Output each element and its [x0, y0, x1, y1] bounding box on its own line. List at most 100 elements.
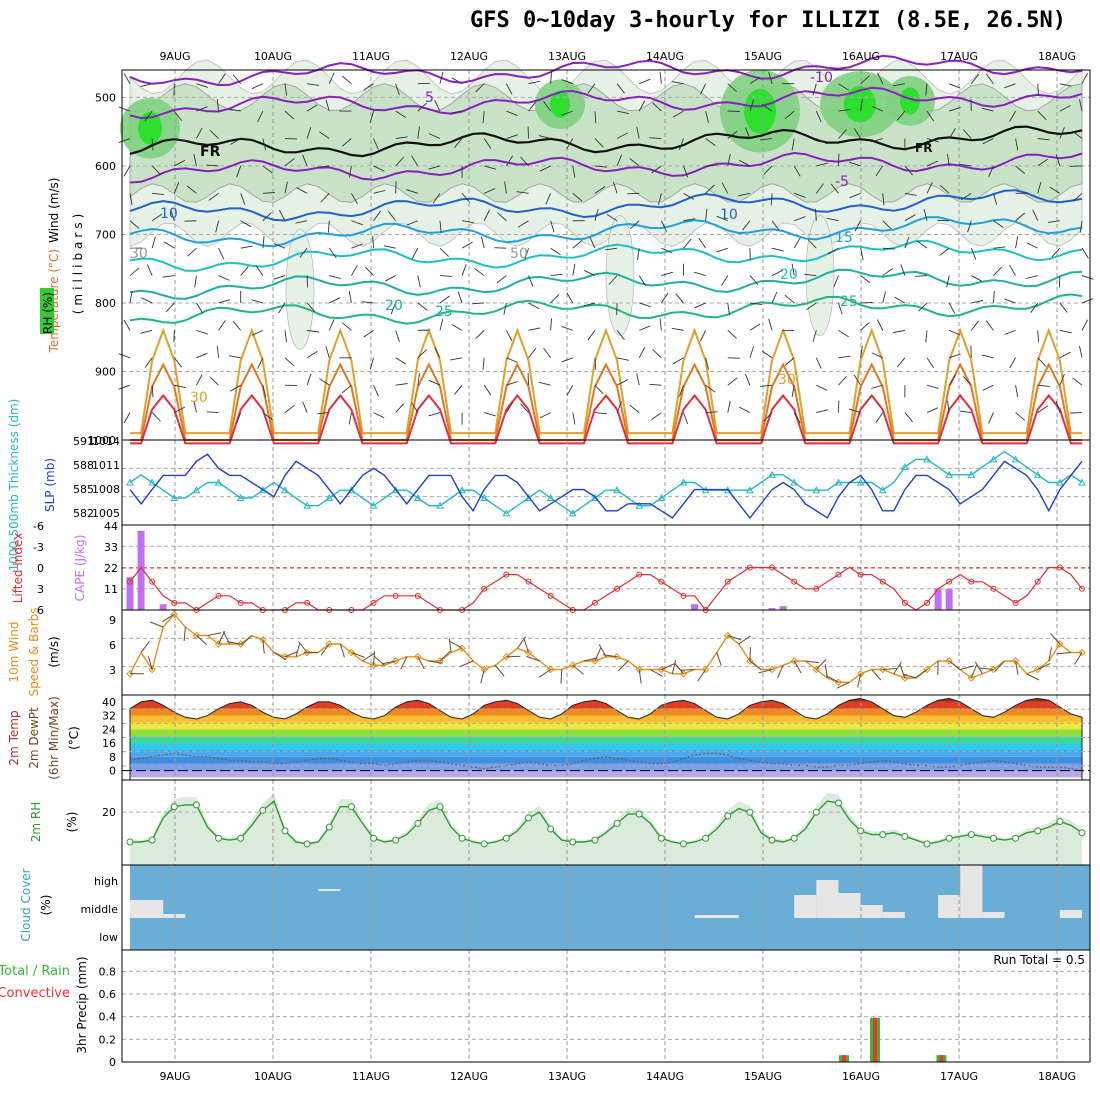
wind-barb	[967, 220, 972, 233]
wind-barb	[528, 101, 537, 112]
wind-barb	[749, 99, 755, 112]
wind-barb	[1081, 275, 1094, 280]
y-tick-label: 600	[95, 160, 116, 173]
cloud-ylabel-group: Cloud Cover	[19, 868, 33, 941]
y-tick-label: 800	[95, 297, 116, 310]
cloud-block	[1059, 910, 1082, 918]
wind-barb	[417, 302, 428, 311]
rh-peak-area	[900, 87, 920, 115]
wind-barb	[583, 269, 596, 276]
wind-barb	[417, 349, 428, 359]
wind-speed-line-point	[746, 657, 754, 665]
thickness-line-point	[347, 486, 356, 494]
wind-tick: 9	[109, 614, 116, 627]
wind-barb	[320, 193, 330, 203]
wind-barb	[1032, 209, 1039, 221]
wind-barb	[307, 329, 320, 333]
wind-barb	[1009, 357, 1016, 369]
wind-barb	[257, 357, 264, 369]
wind-barb	[838, 108, 851, 112]
lifted-index-point	[215, 592, 222, 599]
rh-line-point	[281, 827, 289, 835]
date-label-top: 14AUG	[646, 50, 684, 63]
wind-barb	[480, 236, 485, 249]
thickness-line-point	[126, 478, 134, 486]
wind-barb-10m	[1056, 652, 1071, 655]
wind-barb	[594, 186, 606, 194]
cape-tick: 11	[104, 583, 118, 596]
wind-barb	[236, 165, 242, 178]
wind-barb	[948, 83, 961, 89]
rh-line-point	[370, 834, 378, 842]
temp-ylabel-3: (6hr Min/Max)	[47, 696, 61, 780]
wind-barb	[505, 330, 513, 342]
wind-barb	[1059, 302, 1068, 313]
wind-barb	[926, 407, 939, 414]
wind-barb-10m	[523, 639, 529, 653]
wind-barb-10m	[226, 641, 241, 645]
wind-ylabel-2: Speed & Barbs	[27, 608, 41, 697]
wind-barb	[1072, 192, 1083, 202]
wind-barb	[594, 412, 607, 415]
wind-barb	[1081, 247, 1089, 259]
wind-barb	[123, 412, 131, 424]
wind-barb	[118, 138, 131, 144]
wind-barb	[206, 164, 219, 167]
wind-barb	[1051, 247, 1061, 258]
precip-ylabel-group: 3hr Precip (mm)	[75, 956, 89, 1053]
rh-line-point	[635, 810, 643, 818]
wind-barb	[982, 138, 994, 145]
y-tick-label: 500	[95, 91, 116, 104]
wind-barb	[652, 349, 662, 359]
wind-barb	[406, 220, 418, 226]
wind-barb	[506, 357, 518, 363]
wind-barb	[317, 165, 330, 168]
wind-speed-line-point	[1034, 665, 1042, 674]
wind-barb	[236, 412, 242, 425]
thickness-ylabel-group: 1000-500mb Thickness (dm)	[7, 399, 21, 572]
wind-barb-10m	[262, 639, 265, 654]
wind-barb	[1059, 351, 1071, 359]
temp-color-band	[130, 722, 1082, 730]
wind-barb	[716, 215, 728, 222]
wind-barb	[816, 384, 828, 391]
rh-line	[130, 799, 1083, 845]
wind-barb	[196, 127, 203, 139]
wind-speed-line-point	[834, 678, 843, 686]
wind-barb	[639, 302, 651, 308]
wind-barb	[716, 247, 728, 253]
thickness-tick: 585	[73, 483, 94, 496]
wind-barb	[325, 346, 330, 358]
wind-barb	[395, 357, 407, 365]
wind-barb	[616, 132, 628, 139]
temp-color-band	[130, 715, 1082, 723]
rh-line-point	[547, 825, 555, 833]
wind-barb	[816, 138, 828, 145]
wind-barb	[629, 404, 640, 413]
wind-barb	[174, 159, 186, 167]
wind-barb-10m	[882, 668, 897, 670]
wind-barb	[896, 110, 906, 121]
wind-barb-10m	[1048, 647, 1052, 662]
wind-barb-10m	[727, 635, 742, 641]
wind-barb	[328, 319, 335, 331]
wind-barb	[474, 268, 485, 276]
cape-tick: 22	[104, 562, 118, 575]
thickness-line-point	[148, 478, 156, 486]
wind-barb-10m	[960, 665, 974, 670]
wind-barb	[302, 401, 308, 413]
wind-barb	[1037, 357, 1047, 367]
wind-barb	[672, 110, 684, 118]
lifted-index-point	[525, 578, 532, 585]
wind-barb	[986, 320, 994, 331]
wind-barb	[761, 104, 773, 112]
thickness-line-point	[613, 486, 621, 494]
slp-ylabel: SLP (mb)	[43, 458, 57, 512]
thickness-line-point	[413, 493, 422, 501]
wind-barb	[893, 329, 905, 333]
wind-barb	[652, 102, 662, 112]
rh-line-point	[1056, 818, 1064, 826]
wind-barb	[816, 409, 829, 414]
rh-line-point	[989, 834, 997, 842]
wind-barb	[373, 189, 386, 194]
